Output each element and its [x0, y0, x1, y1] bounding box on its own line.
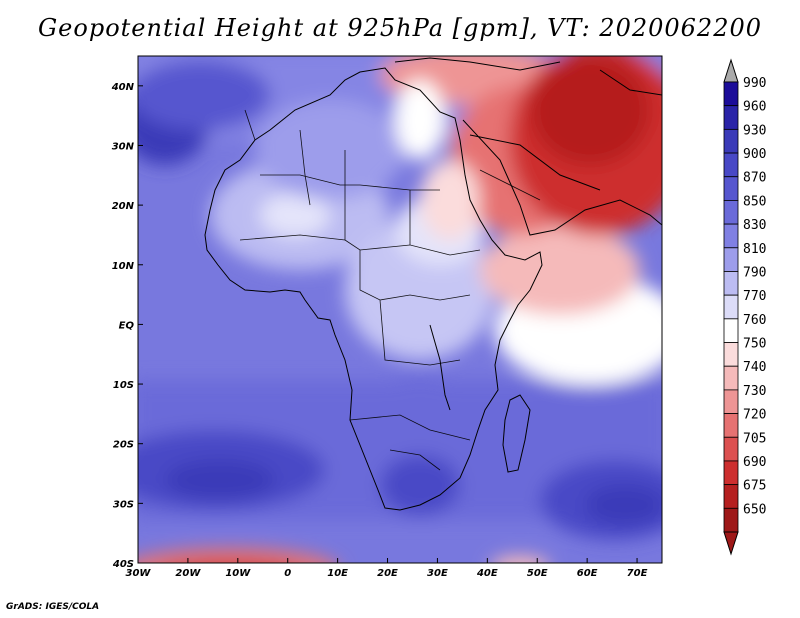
colorbar-label: 870: [743, 171, 766, 186]
x-tick-label: 60E: [577, 568, 598, 579]
colorbar-top-arrow: [723, 58, 739, 83]
y-tick-label: EQ: [119, 320, 135, 331]
colorbar-label: 850: [743, 194, 766, 209]
x-tick-label: 20W: [175, 568, 201, 579]
colorbar-swatch: [723, 81, 739, 107]
colorbar-label: 750: [743, 337, 766, 352]
colorbar-swatch: [723, 200, 739, 225]
colorbar-swatch: [723, 105, 739, 130]
colorbar-swatch: [723, 176, 739, 201]
x-tick-label: 20E: [377, 568, 398, 579]
colorbar-label: 990: [743, 76, 766, 91]
colorbar-swatch: [723, 152, 739, 178]
colorbar-label: 705: [743, 431, 766, 446]
y-tick-label: 20N: [112, 201, 135, 212]
colorbar-swatch: [723, 413, 739, 438]
colorbar-label: 720: [743, 408, 766, 423]
y-tick-label: 30S: [113, 499, 134, 510]
colorbar-swatch: [723, 271, 739, 296]
y-tick-label: 10S: [113, 380, 134, 391]
x-tick-label: 40E: [476, 568, 498, 579]
y-tick-label: 20S: [113, 440, 134, 451]
colorbar-label: 830: [743, 218, 766, 233]
colorbar-swatch: [723, 436, 739, 462]
colorbar-label: 900: [743, 147, 766, 162]
colorbar-swatch: [723, 342, 739, 367]
colorbar-label: 760: [743, 313, 766, 328]
colorbar-label: 650: [743, 502, 766, 517]
colorbar-label: 810: [743, 242, 766, 257]
map-axes: 30W 20W 10W 0 10E 20E 30E 40E 50E 60E 70E 40N 30N 20N…: [111, 82, 648, 579]
colorbar-swatch: [723, 507, 739, 533]
colorbar-swatch: [723, 247, 739, 272]
chart-title: Geopotential Height at 925hPa [gpm], VT:…: [38, 14, 762, 42]
colorbar-swatch: [723, 460, 739, 486]
colorbar-label: 675: [743, 479, 766, 494]
x-tick-label: 50E: [527, 568, 548, 579]
x-tick-label: 30W: [126, 568, 152, 579]
colorbar-label: 690: [743, 455, 766, 470]
colorbar-swatch: [723, 389, 739, 414]
country-borders: [239, 109, 541, 471]
colorbar-label: 930: [743, 123, 766, 138]
colorbar-label: 790: [743, 265, 766, 280]
colorbar-swatch: [723, 223, 739, 249]
colorbar-bottom-arrow: [723, 531, 739, 556]
colorbar-label: 740: [743, 360, 766, 375]
x-tick-label: 10W: [225, 568, 251, 579]
y-tick-label: 40N: [111, 82, 135, 93]
colorbar-swatch: [723, 318, 739, 343]
x-tick-label: 0: [284, 568, 291, 579]
colorbar-swatch: [723, 294, 739, 320]
coastlines: [204, 57, 662, 511]
height-field: [138, 56, 662, 563]
colorbar-swatch: [723, 484, 739, 509]
colorbar-label: 730: [743, 384, 766, 399]
colorbar-swatch: [723, 365, 739, 391]
grads-credit: GrADS: IGES/COLA: [6, 602, 100, 612]
colorbar-label: 770: [743, 289, 766, 304]
x-tick-label: 70E: [627, 568, 648, 579]
y-tick-label: 40S: [112, 559, 134, 570]
y-tick-label: 30N: [112, 141, 135, 152]
colorbar-swatch: [723, 128, 739, 154]
x-tick-label: 10E: [327, 568, 348, 579]
map-frame: [137, 55, 663, 564]
y-tick-label: 10N: [112, 261, 135, 272]
colorbar-label: 960: [743, 100, 766, 115]
x-tick-label: 30E: [427, 568, 448, 579]
